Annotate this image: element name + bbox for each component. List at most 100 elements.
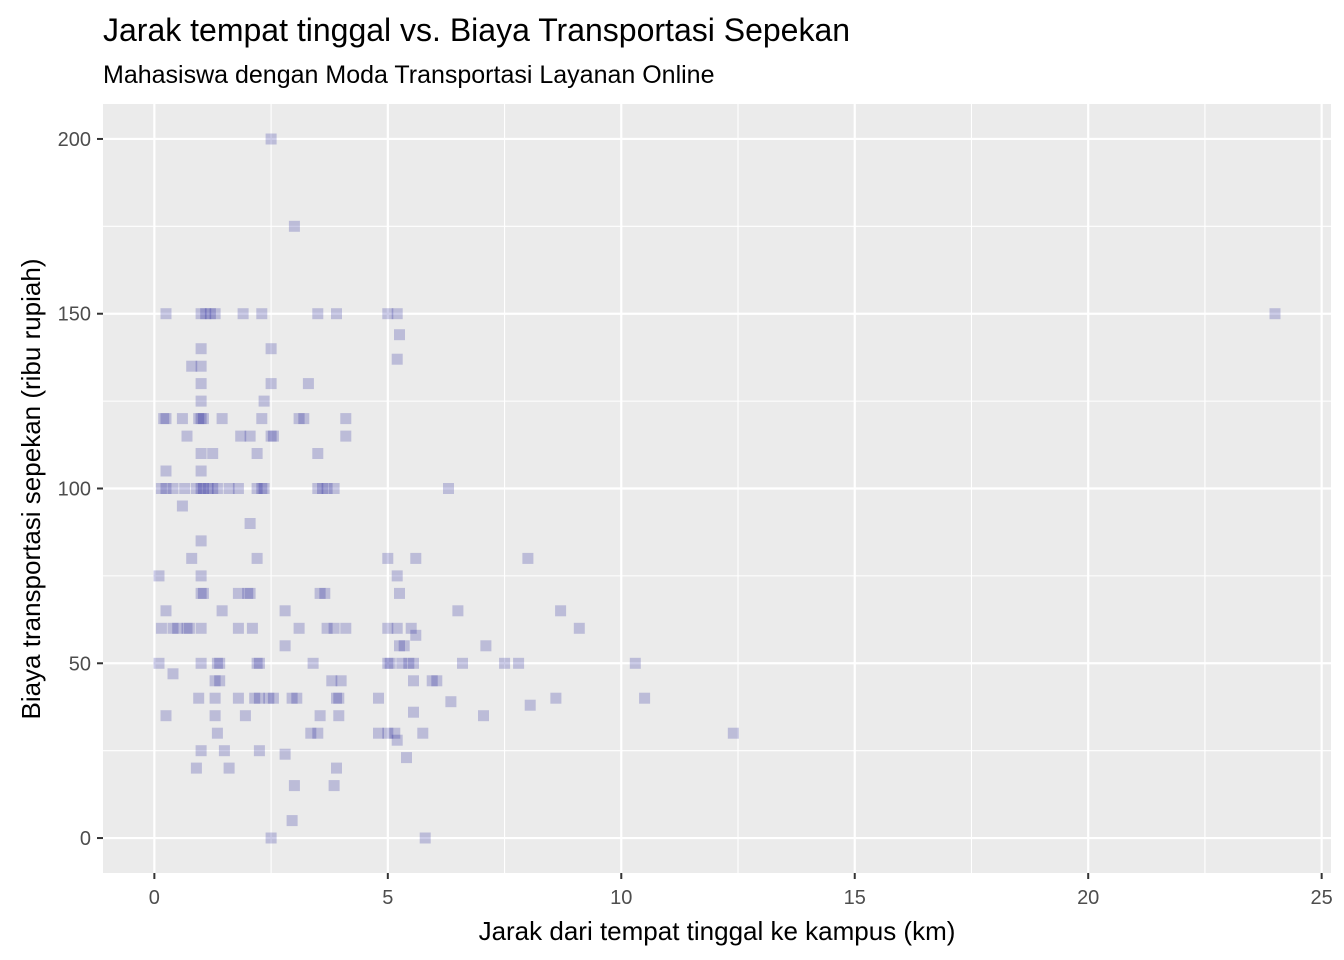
data-point — [394, 329, 405, 341]
data-point — [629, 657, 641, 669]
data-point — [183, 622, 195, 634]
data-point — [391, 622, 403, 634]
data-point — [258, 483, 270, 494]
data-point — [251, 483, 263, 494]
data-point — [195, 587, 207, 599]
data-point — [207, 448, 219, 459]
data-point — [457, 657, 468, 669]
data-point — [396, 657, 408, 669]
data-point — [197, 483, 209, 494]
data-point — [263, 692, 275, 704]
data-point — [317, 483, 328, 494]
data-point — [223, 483, 235, 494]
data-point — [181, 622, 193, 634]
data-point — [195, 657, 207, 669]
data-point — [331, 762, 342, 774]
data-point — [242, 587, 254, 599]
data-point — [405, 622, 417, 634]
data-point — [410, 629, 422, 641]
data-point — [384, 657, 396, 669]
data-point — [312, 448, 324, 459]
data-point — [167, 668, 179, 680]
x-axis-title: Jarak dari tempat tinggal ke kampus (km) — [479, 916, 956, 946]
data-point — [190, 762, 202, 774]
data-point — [176, 500, 188, 512]
data-point — [286, 692, 298, 704]
data-point — [218, 745, 230, 757]
data-point — [253, 692, 265, 704]
data-point — [312, 483, 324, 494]
data-point — [445, 696, 457, 708]
data-point — [288, 220, 300, 232]
data-point — [328, 622, 340, 634]
data-point — [160, 605, 172, 617]
data-point — [333, 710, 345, 722]
data-point — [195, 622, 207, 634]
data-point — [181, 430, 193, 442]
data-point — [244, 587, 256, 599]
data-point — [195, 570, 207, 582]
data-point — [204, 308, 216, 320]
data-point — [573, 622, 585, 634]
chart-subtitle: Mahasiswa dengan Moda Transportasi Layan… — [103, 61, 715, 89]
data-point — [251, 657, 263, 669]
x-tick-label: 5 — [382, 887, 393, 909]
data-point — [237, 308, 249, 320]
data-point — [391, 570, 403, 582]
data-point — [195, 343, 207, 355]
x-tick-label: 25 — [1311, 887, 1333, 909]
data-point — [256, 483, 268, 494]
y-tick-label: 200 — [58, 129, 91, 151]
data-point — [373, 727, 384, 739]
data-point — [513, 657, 525, 669]
data-point — [253, 745, 265, 757]
data-point — [382, 308, 394, 320]
chart-title: Jarak tempat tinggal vs. Biaya Transport… — [103, 12, 850, 48]
x-tick-label: 20 — [1077, 887, 1099, 909]
data-point — [328, 483, 340, 494]
data-point — [410, 552, 422, 564]
data-point — [408, 657, 419, 669]
data-point — [340, 413, 352, 425]
data-point — [480, 640, 492, 652]
data-point — [160, 308, 172, 320]
data-point — [1269, 308, 1281, 320]
y-tick-label: 150 — [58, 304, 91, 326]
x-tick-label: 0 — [149, 887, 160, 909]
data-point — [319, 587, 331, 599]
data-point — [326, 675, 338, 687]
data-point — [209, 675, 221, 687]
data-point — [195, 308, 207, 320]
x-axis: 0 5 10 15 20 25 — [149, 873, 1333, 909]
data-point — [382, 657, 394, 669]
data-point — [382, 727, 394, 739]
data-point — [265, 343, 277, 355]
data-point — [253, 657, 265, 669]
data-point — [555, 605, 567, 617]
data-point — [639, 692, 651, 704]
data-point — [232, 692, 244, 704]
data-point — [209, 308, 221, 320]
data-point — [195, 448, 207, 459]
data-point — [314, 587, 326, 599]
data-point — [179, 483, 191, 494]
major-gridlines — [103, 104, 1331, 873]
data-point — [153, 570, 165, 582]
data-point — [727, 727, 739, 739]
data-point — [279, 748, 291, 760]
data-point — [193, 692, 205, 704]
data-point — [244, 518, 256, 529]
data-point — [382, 622, 394, 634]
data-point — [197, 413, 209, 425]
x-tick-label: 10 — [610, 887, 632, 909]
data-point — [193, 413, 205, 425]
data-point — [155, 622, 167, 634]
data-point — [403, 657, 415, 669]
data-point — [331, 692, 342, 704]
data-point — [293, 413, 305, 425]
data-point — [160, 483, 172, 494]
data-point — [167, 483, 179, 494]
data-point — [265, 832, 277, 844]
data-point — [160, 710, 172, 722]
